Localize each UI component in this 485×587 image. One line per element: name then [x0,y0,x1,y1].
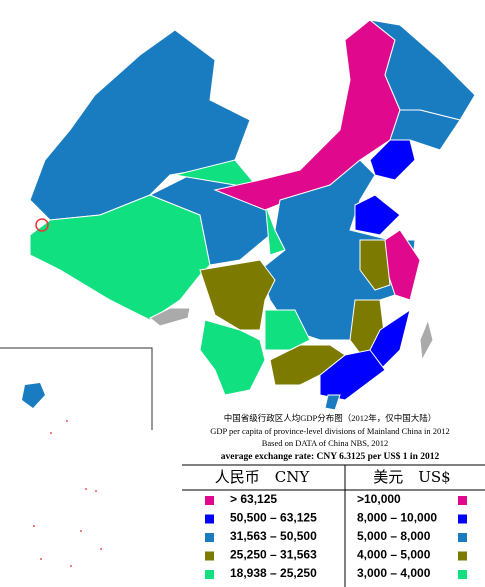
south-sea-inset [0,347,153,567]
region [354,194,401,236]
legend-header: 美元 US$ [373,468,450,486]
map-source: Based on DATA of China NBS, 2012 [262,438,389,448]
legend-header: 人民币 CNY [215,468,311,486]
islets [33,420,102,567]
region [29,194,211,321]
region [149,307,191,327]
map-note: average exchange rate: CNY 6.3125 per US… [221,451,440,462]
legend-usd: 8,000 – 10,000 [357,511,437,525]
legend-swatch [205,496,214,505]
legend-cny: 50,500 – 63,125 [230,511,317,525]
legend-swatch [458,514,467,524]
region [264,309,311,351]
region [359,239,391,291]
region [419,318,434,362]
region [369,139,416,181]
map-title: 中国省级行政区人均GDP分布图（2012年，仅中国大陆） [224,413,437,423]
legend: 人民币 CNY 美元 US$ > 63,125 >10,000 50,500 – 6… [182,464,485,587]
legend-swatch [458,533,467,542]
inset-frame [0,347,153,430]
legend-cny: > 63,125 [230,492,277,506]
region [324,394,341,411]
legend-swatch [458,570,467,579]
china-map [29,19,476,411]
legend-swatch [205,570,214,579]
legend-usd: 5,000 – 8,000 [357,529,431,543]
legend-cny: 18,938 – 25,250 [230,566,317,580]
legend-swatch [205,551,214,561]
region [199,259,276,331]
region [199,319,266,396]
region [269,344,346,386]
legend-cny: 31,563 – 50,500 [230,529,317,543]
legend-swatch [205,514,214,524]
map-subtitle: GDP per capita of province-level divisio… [210,426,450,436]
legend-usd: >10,000 [357,492,401,506]
island [22,383,45,408]
disputed-area [35,218,49,232]
legend-usd: 4,000 – 5,000 [357,548,431,562]
legend-cny: 25,250 – 31,563 [230,548,317,562]
legend-usd: 3,000 – 4,000 [357,566,431,580]
legend-swatch [458,496,467,505]
legend-swatch [458,551,467,561]
legend-swatch [205,533,214,542]
